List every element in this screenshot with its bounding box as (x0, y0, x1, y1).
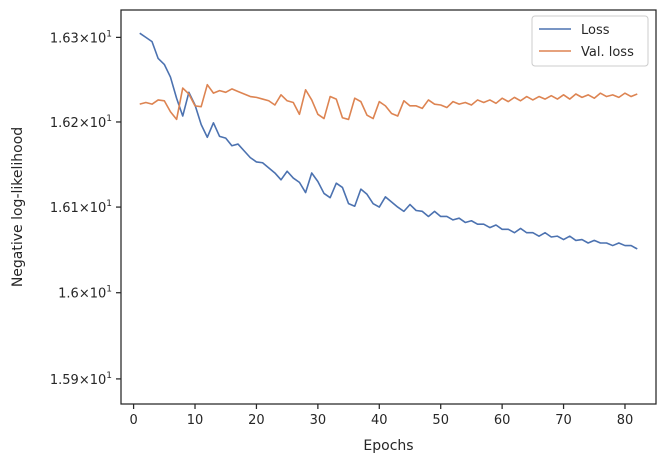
x-tick-label: 70 (555, 413, 572, 428)
x-tick-label: 40 (371, 413, 388, 428)
y-axis-label: Negative log-likelihood (10, 127, 26, 287)
y-tick-label: 1.63×101 (50, 29, 112, 46)
legend: Loss Val. loss (531, 15, 649, 67)
x-tick-label: 80 (617, 413, 634, 428)
series-layer (139, 32, 638, 250)
x-tick-label: 0 (129, 413, 137, 428)
x-tick-label: 20 (248, 413, 265, 428)
y-tick-label: 1.59×101 (50, 371, 112, 388)
legend-label-val-loss: Val. loss (581, 45, 634, 60)
y-tick-label: 1.61×101 (50, 199, 112, 216)
x-tick-label: 30 (310, 413, 327, 428)
x-axis: 0 10 20 30 40 50 60 70 80 (129, 404, 633, 428)
legend-label-loss: Loss (581, 23, 610, 38)
y-tick-label: 1.6×101 (58, 285, 112, 302)
series-line-1 (139, 83, 638, 121)
y-axis: 1.59×101 1.6×101 1.61×101 1.62×101 1.63×101 (50, 29, 121, 388)
x-tick-label: 10 (187, 413, 204, 428)
x-tick-label: 60 (494, 413, 511, 428)
x-axis-label: Epochs (363, 438, 413, 454)
y-tick-label: 1.62×101 (50, 114, 112, 131)
x-tick-label: 50 (432, 413, 449, 428)
series-line-0 (139, 32, 638, 250)
